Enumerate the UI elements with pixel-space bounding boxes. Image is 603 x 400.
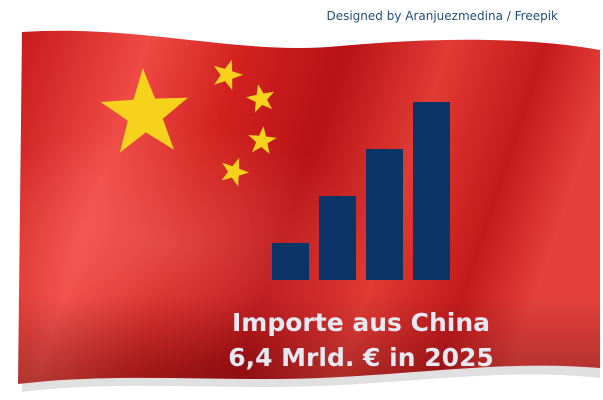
icon-bar [272,243,309,280]
flag-shade [18,30,600,384]
star [221,157,249,187]
star [213,59,243,91]
headline-line2: 6,4 Mrld. € in 2025 [228,343,494,372]
star [100,68,188,153]
star [248,126,277,154]
icon-bar [366,149,403,280]
icon-bar [413,102,450,280]
star [246,84,275,113]
credit: Designed by Aranjuezmedina / Freepik [326,9,558,23]
headline-line1: Importe aus China [232,308,490,337]
bar-icon [272,102,450,280]
stars [100,59,277,187]
icon-bar [319,196,356,280]
